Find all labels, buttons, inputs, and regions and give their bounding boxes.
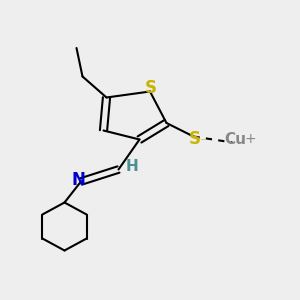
Text: ⁻: ⁻ <box>199 136 206 150</box>
Text: N: N <box>72 171 86 189</box>
Text: +: + <box>245 132 256 145</box>
Text: S: S <box>145 79 157 97</box>
Text: Cu: Cu <box>224 132 247 147</box>
Text: H: H <box>126 159 138 174</box>
Text: S: S <box>189 130 201 148</box>
